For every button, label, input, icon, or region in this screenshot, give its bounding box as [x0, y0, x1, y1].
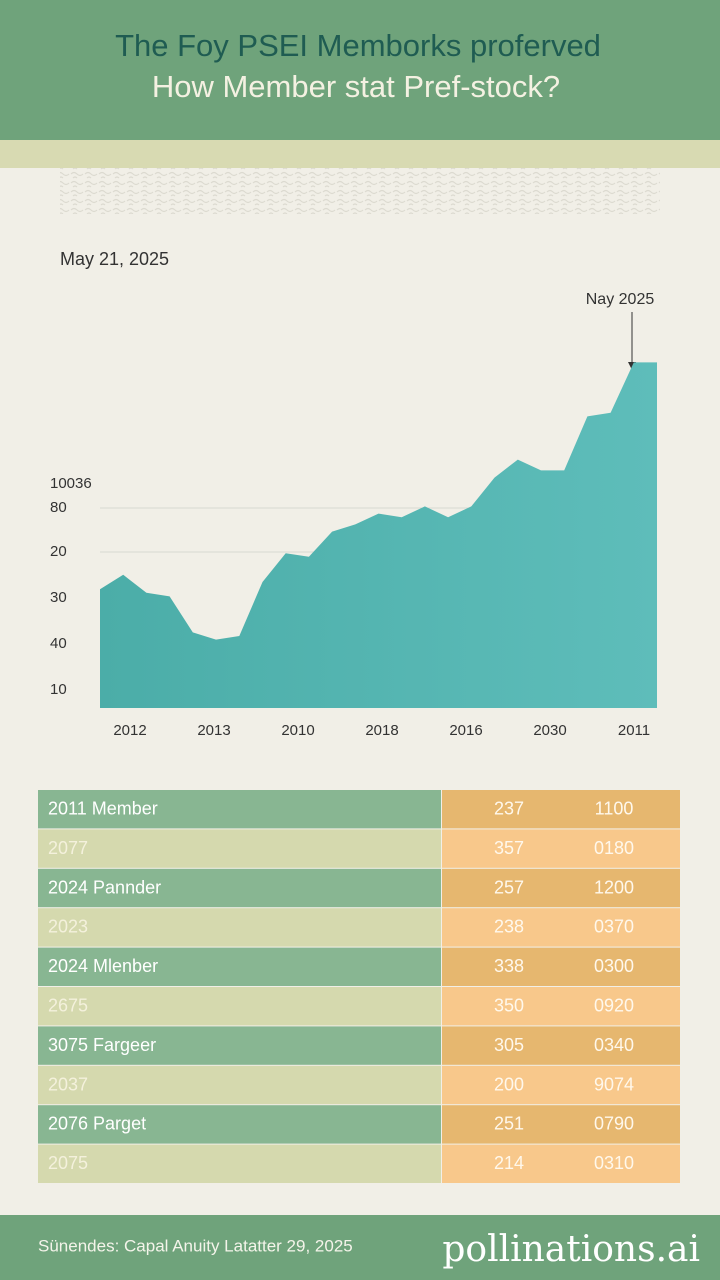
table-label: 2037 [48, 1074, 88, 1094]
title-line: How Member stat Pref-stock? [152, 69, 560, 104]
x-axis-label: 2016 [449, 722, 482, 739]
y-axis-label: 10 [50, 681, 67, 698]
table-cell-bg [38, 790, 441, 829]
table-label: 2075 [48, 1153, 88, 1173]
table-label: 3075 Fargeer [48, 1035, 156, 1055]
x-axis-label: 2012 [113, 722, 146, 739]
table-cell-bg [442, 790, 680, 829]
table-value: 238 [494, 917, 524, 937]
y-axis-label: 10036 [50, 475, 92, 492]
table-cell-bg [38, 1144, 441, 1183]
table-value: 350 [494, 995, 524, 1015]
table-value: 0370 [594, 917, 634, 937]
table-value: 0300 [594, 956, 634, 976]
table-value: 9074 [594, 1074, 634, 1094]
header-band [0, 0, 720, 140]
table-value: 200 [494, 1074, 524, 1094]
table-cell-bg [38, 987, 441, 1026]
table-value: 338 [494, 956, 524, 976]
table-cell-bg [442, 1144, 680, 1183]
y-axis-label: 80 [50, 499, 67, 516]
table-label: 2675 [48, 995, 88, 1015]
y-axis-label: 20 [50, 543, 67, 560]
x-axis-label: 2030 [533, 722, 566, 739]
footer-source: Sünendes: Capal Anuity Latatter 29, 2025 [38, 1236, 353, 1255]
table-cell-bg [38, 908, 441, 947]
watermark: pollinations.ai [442, 1229, 700, 1270]
footer-band [0, 1215, 720, 1280]
table-value: 305 [494, 1035, 524, 1055]
chart-date: May 21, 2025 [60, 249, 169, 269]
table-value: 251 [494, 1114, 524, 1134]
table-value: 0180 [594, 838, 634, 858]
table-cell-bg [38, 868, 441, 908]
table-value: 1200 [594, 877, 634, 897]
table-cell-bg [442, 1105, 680, 1144]
table-cell-bg [38, 829, 441, 868]
table-cell-bg [442, 1026, 680, 1065]
table-value: 257 [494, 877, 524, 897]
table-value: 0310 [594, 1153, 634, 1173]
table-cell-bg [38, 1105, 441, 1144]
table-cell-bg [442, 868, 680, 908]
annotation: Nay 2025 [586, 291, 655, 308]
x-axis-label: 2011 [618, 722, 650, 739]
y-axis-label: 30 [50, 589, 67, 606]
table-cell-bg [38, 1065, 441, 1105]
table-label: 2077 [48, 838, 88, 858]
table-value: 357 [494, 838, 524, 858]
table-cell-bg [38, 947, 441, 986]
table-value: 237 [494, 798, 524, 818]
table-cell-bg [442, 947, 680, 986]
x-axis-label: 2018 [365, 722, 398, 739]
x-axis-label: 2010 [281, 722, 314, 739]
table-value: 0920 [594, 995, 634, 1015]
x-axis-label: 2013 [197, 722, 230, 739]
header-stripe [0, 140, 720, 168]
table-label: 2076 Parget [48, 1114, 146, 1134]
table-value: 0790 [594, 1114, 634, 1134]
table-cell-bg [442, 987, 680, 1026]
table-cell-bg [442, 908, 680, 947]
data-table: 2011 Member 237 1100 2077 357 0180 2024 Pannde… [38, 790, 680, 1183]
table-value: 0340 [594, 1035, 634, 1055]
area [100, 362, 657, 708]
table-value: 1100 [595, 798, 634, 818]
table-cell-bg [442, 1065, 680, 1105]
title-line: The Foy PSEI Memborks proferved [115, 28, 601, 63]
table-cell-bg [38, 1026, 441, 1065]
table-label: 2023 [48, 917, 88, 937]
table-label: 2011 Member [48, 798, 158, 818]
table-label: 2024 Pannder [48, 877, 161, 897]
decor-pattern [60, 168, 660, 214]
table-cell-bg [442, 829, 680, 868]
table-label: 2024 Mlenber [48, 956, 158, 976]
table-value: 214 [494, 1153, 524, 1173]
y-axis-label: 40 [50, 635, 67, 652]
